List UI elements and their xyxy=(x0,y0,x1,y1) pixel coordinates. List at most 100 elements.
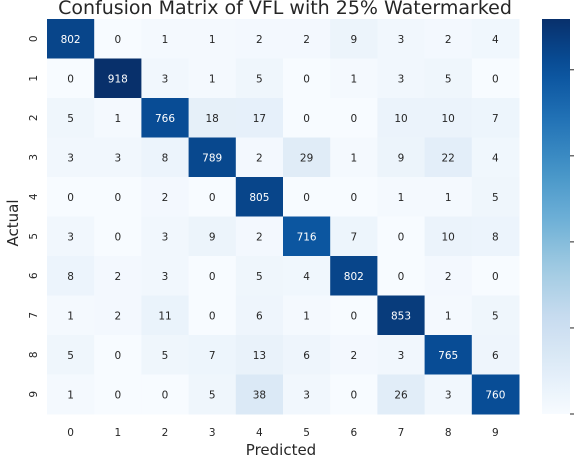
cell-value-0-3: 1 xyxy=(209,34,216,46)
cell-value-5-5: 716 xyxy=(297,231,317,243)
cell-value-5-9: 8 xyxy=(492,231,499,243)
cell-value-4-4: 805 xyxy=(249,192,269,204)
colorbar-gradient xyxy=(542,19,570,414)
heatmap-cell-6-2 xyxy=(141,256,190,296)
heatmap-cell-2-8 xyxy=(424,98,473,138)
y-tick-2: 2 xyxy=(28,114,40,121)
cell-value-7-6: 0 xyxy=(350,310,357,322)
heatmap-cell-0-6 xyxy=(330,19,378,59)
heatmap-cell-1-5 xyxy=(283,58,331,99)
cell-value-2-3: 18 xyxy=(206,113,219,125)
cell-value-9-6: 0 xyxy=(350,389,357,401)
heatmap-cell-9-0 xyxy=(47,374,95,415)
cell-value-5-2: 3 xyxy=(162,231,169,243)
heatmap-cell-7-5 xyxy=(283,295,331,336)
heatmap-cell-0-4 xyxy=(235,19,284,59)
heatmap-cell-7-7 xyxy=(377,295,426,336)
cell-value-3-7: 9 xyxy=(398,152,405,164)
cell-value-6-3: 0 xyxy=(209,271,216,283)
heatmap-cell-2-2 xyxy=(141,98,190,138)
cell-value-2-7: 10 xyxy=(394,113,407,125)
cell-value-6-9: 0 xyxy=(492,271,499,283)
x-tick-6: 6 xyxy=(350,427,357,439)
cell-value-7-1: 2 xyxy=(114,310,121,322)
cell-value-7-0: 1 xyxy=(67,310,74,322)
heatmap-cell-3-1 xyxy=(94,137,142,178)
heatmap-cell-1-3 xyxy=(188,58,237,99)
heatmap-cell-7-3 xyxy=(188,295,237,336)
cell-value-0-0: 802 xyxy=(61,34,81,46)
heatmap-cell-7-0 xyxy=(47,295,95,336)
y-axis-label: Actual xyxy=(4,200,22,247)
cell-value-4-5: 0 xyxy=(303,192,310,204)
heatmap-cell-2-0 xyxy=(47,98,95,138)
x-tick-1: 1 xyxy=(114,427,121,439)
y-tick-7: 7 xyxy=(28,312,40,319)
heatmap-cell-3-7 xyxy=(377,137,426,178)
cell-value-5-7: 0 xyxy=(398,231,405,243)
x-tick-labels: 0 1 2 3 4 5 6 7 8 9 xyxy=(67,427,498,439)
cell-value-4-6: 0 xyxy=(350,192,357,204)
heatmap-cell-5-5 xyxy=(283,216,331,257)
heatmap-cell-8-5 xyxy=(283,335,331,375)
heatmap-cell-8-6 xyxy=(330,335,378,375)
cell-value-7-5: 1 xyxy=(303,310,310,322)
cell-value-4-8: 1 xyxy=(445,192,452,204)
cell-value-4-3: 0 xyxy=(209,192,216,204)
cell-value-1-8: 5 xyxy=(445,73,452,85)
cell-value-2-2: 766 xyxy=(155,113,175,125)
heatmap-cell-4-6 xyxy=(330,177,378,217)
cell-value-1-0: 0 xyxy=(67,73,74,85)
cell-value-3-5: 29 xyxy=(300,152,313,164)
heatmap-cell-5-7 xyxy=(377,216,426,257)
heatmap-cell-3-8 xyxy=(424,137,473,178)
heatmap-cell-0-9 xyxy=(471,19,520,59)
heatmap-cell-3-3 xyxy=(188,137,237,178)
cell-value-8-5: 6 xyxy=(303,350,310,362)
cell-value-2-6: 0 xyxy=(350,113,357,125)
heatmap-cells: 802 0 1 1 2 2 9 3 2 40 918 3 1 5 0 1 3 5 05 1 766 18 17 0 0 10 10 7… xyxy=(47,19,520,415)
cell-value-3-1: 3 xyxy=(114,152,121,164)
cell-value-3-2: 8 xyxy=(162,152,169,164)
y-tick-9: 9 xyxy=(28,391,40,398)
heatmap-cell-9-7 xyxy=(377,374,426,415)
y-tick-3: 3 xyxy=(28,154,40,161)
cell-value-4-9: 5 xyxy=(492,192,499,204)
cell-value-8-9: 6 xyxy=(492,350,499,362)
heatmap-cell-6-0 xyxy=(47,256,95,296)
heatmap-cell-0-2 xyxy=(141,19,190,59)
cell-value-9-9: 760 xyxy=(485,389,505,401)
cell-value-6-1: 2 xyxy=(114,271,121,283)
cell-value-7-2: 11 xyxy=(158,310,171,322)
cell-value-1-7: 3 xyxy=(398,73,405,85)
heatmap-cell-5-6 xyxy=(330,216,378,257)
heatmap-cell-8-3 xyxy=(188,335,237,375)
heatmap-cell-1-7 xyxy=(377,58,426,99)
cell-value-1-6: 1 xyxy=(350,73,357,85)
heatmap-cell-4-5 xyxy=(283,177,331,217)
heatmap-cell-7-2 xyxy=(141,295,190,336)
cell-value-1-1: 918 xyxy=(108,73,128,85)
cell-value-5-8: 10 xyxy=(442,231,455,243)
cell-value-9-4: 38 xyxy=(253,389,266,401)
cell-value-8-1: 0 xyxy=(114,350,121,362)
cell-value-8-2: 5 xyxy=(162,350,169,362)
cell-value-6-0: 8 xyxy=(67,271,74,283)
cell-value-7-7: 853 xyxy=(391,310,411,322)
cell-value-5-3: 9 xyxy=(209,231,216,243)
x-tick-9: 9 xyxy=(492,427,499,439)
heatmap-cell-8-4 xyxy=(235,335,284,375)
cell-value-1-9: 0 xyxy=(492,73,499,85)
heatmap-cell-4-3 xyxy=(188,177,237,217)
heatmap-cell-0-1 xyxy=(94,19,142,59)
cell-value-4-7: 1 xyxy=(398,192,405,204)
cell-value-8-6: 2 xyxy=(350,350,357,362)
cell-value-7-3: 0 xyxy=(209,310,216,322)
heatmap-cell-7-6 xyxy=(330,295,378,336)
heatmap-cell-9-3 xyxy=(188,374,237,415)
heatmap-cell-6-9 xyxy=(471,256,520,296)
cell-value-3-4: 2 xyxy=(256,152,263,164)
cell-value-0-9: 4 xyxy=(492,34,499,46)
cell-value-7-8: 1 xyxy=(445,310,452,322)
heatmap-cell-7-4 xyxy=(235,295,284,336)
